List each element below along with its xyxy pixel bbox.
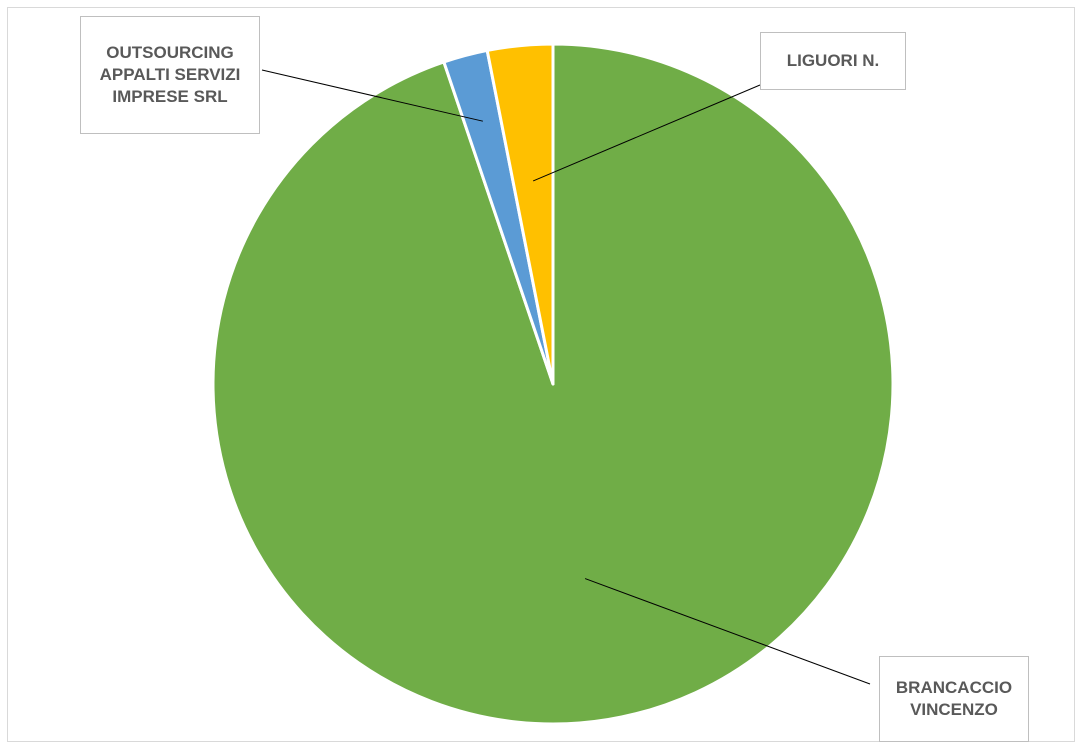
leader-line-2 [532,84,761,182]
pie-slice-2 [485,42,555,386]
leader-line-0 [584,578,871,685]
leader-line-1 [261,69,483,122]
label-liguori: LIGUORI N. [760,32,906,90]
label-outsourcing-appalti: OUTSOURCING APPALTI SERVIZI IMPRESE SRL [80,16,260,134]
label-brancaccio-vincenzo: BRANCACCIO VINCENZO [879,656,1029,742]
leader-lines [261,69,871,685]
pie-slices [211,42,895,726]
